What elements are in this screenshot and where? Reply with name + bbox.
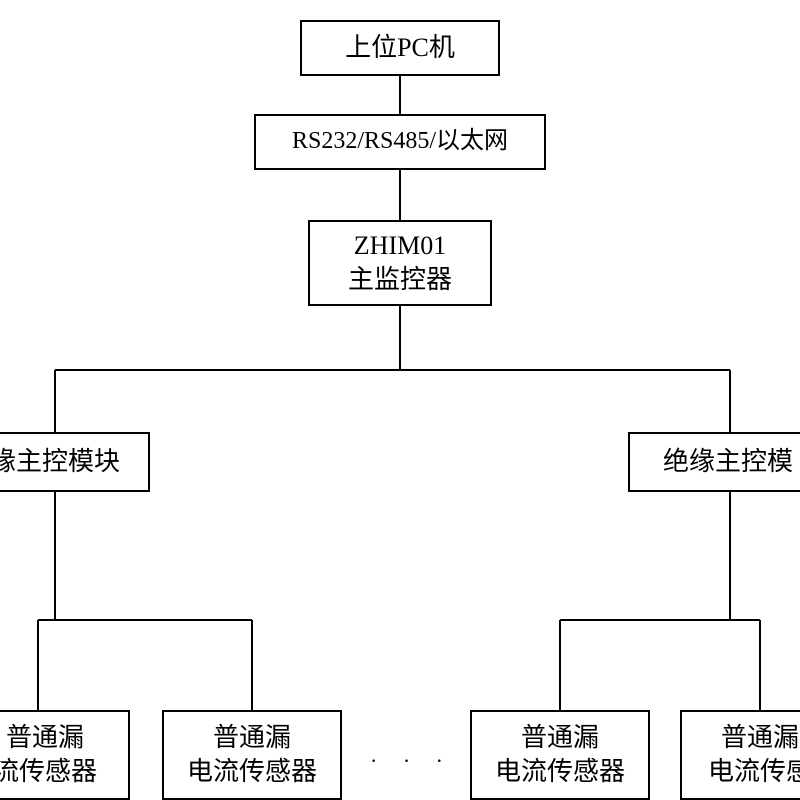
node-n2: RS232/RS485/以太网 [254, 114, 546, 170]
node-n3: ZHIM01主监控器 [308, 220, 492, 306]
node-n5-line-0: 绝缘主控模 [663, 445, 793, 479]
node-n9: 普通漏电流传感 [680, 710, 800, 800]
node-n8-line-1: 电流传感器 [495, 755, 625, 789]
node-n9-line-0: 普通漏 [721, 721, 799, 755]
node-n8-line-0: 普通漏 [521, 721, 599, 755]
node-n4: 缘主控模块 [0, 432, 150, 492]
node-n7-line-0: 普通漏 [213, 721, 291, 755]
node-n7-line-1: 电流传感器 [187, 755, 317, 789]
node-n4-line-0: 缘主控模块 [0, 445, 120, 479]
node-n6: 普通漏流传感器 [0, 710, 130, 800]
node-n1-line-0: 上位PC机 [345, 31, 455, 65]
node-n8: 普通漏电流传感器 [470, 710, 650, 800]
node-n3-line-1: 主监控器 [348, 263, 452, 297]
node-n9-line-1: 电流传感 [708, 755, 800, 789]
node-n6-line-0: 普通漏 [6, 721, 84, 755]
node-n2-line-0: RS232/RS485/以太网 [292, 126, 508, 157]
node-n5: 绝缘主控模 [628, 432, 800, 492]
node-n6-line-1: 流传感器 [0, 755, 97, 789]
node-n1: 上位PC机 [300, 20, 500, 76]
ellipsis-dots: · · · [370, 748, 453, 774]
node-n7: 普通漏电流传感器 [162, 710, 342, 800]
node-n3-line-0: ZHIM01 [354, 229, 446, 263]
